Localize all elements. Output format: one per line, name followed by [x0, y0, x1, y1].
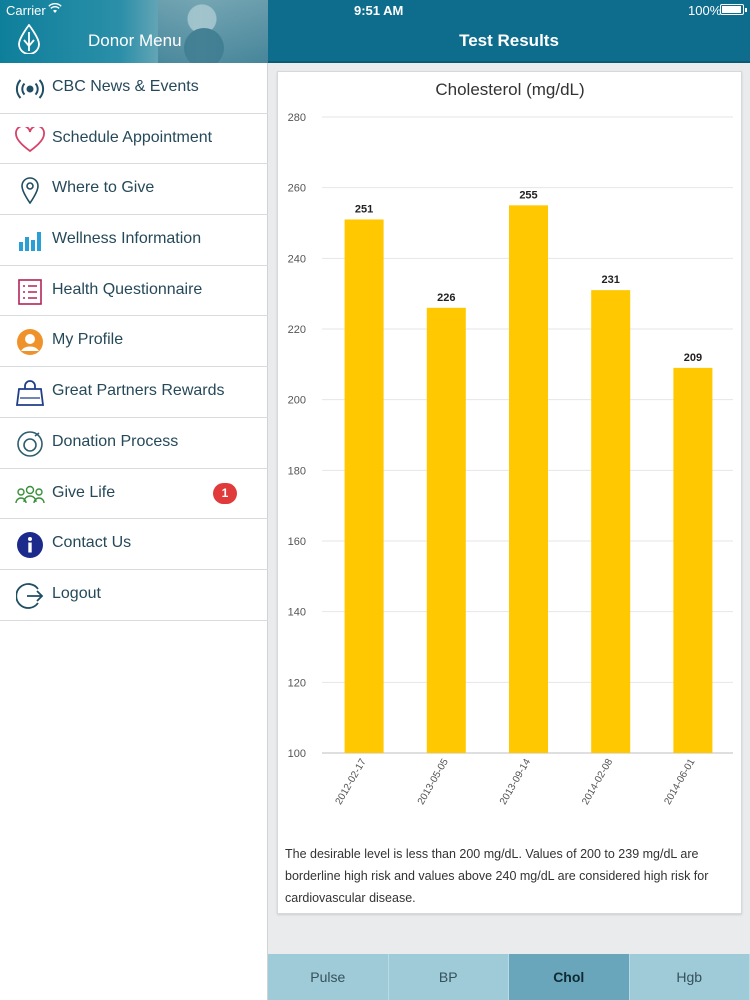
status-time: 9:51 AM [354, 3, 404, 18]
menu-item-great-partners-rewards[interactable]: Great Partners Rewards [0, 367, 268, 418]
drawer-menu: CBC News & Events Schedule Appointment W… [0, 63, 268, 621]
y-tick-label: 280 [288, 112, 306, 124]
tab-bp[interactable]: BP [389, 954, 509, 1000]
profile-icon [15, 327, 45, 357]
data-label: 255 [519, 189, 537, 201]
menu-label: Wellness Information [52, 230, 202, 248]
header-photo [158, 0, 268, 63]
bar-2014-02-08 [591, 290, 631, 753]
y-tick-label: 200 [288, 395, 306, 407]
chart-title: Cholesterol (mg/dL) [435, 80, 584, 99]
menu-label: CBC News & Events [52, 78, 199, 95]
people-group-icon [15, 480, 45, 510]
map-pin-icon [15, 175, 45, 205]
battery-icon [720, 4, 747, 15]
menu-label: Logout [52, 584, 101, 602]
drawer-header: Carrier Donor Menu [0, 0, 268, 63]
menu-label: Where to Give [52, 179, 155, 197]
menu-label: Health Questionnaire [52, 280, 203, 298]
menu-item-contact-us[interactable]: Contact Us [0, 519, 268, 570]
donor-menu-drawer: Carrier Donor Menu CBC News & Events Sch… [0, 0, 268, 1000]
y-tick-label: 140 [288, 607, 306, 619]
bar-2013-09-14 [509, 205, 548, 754]
menu-item-cbc-news[interactable]: CBC News & Events [0, 63, 268, 114]
bar-2014-06-01 [673, 367, 713, 753]
menu-label: Great Partners Rewards [52, 382, 225, 400]
main-header [268, 0, 750, 63]
tab-pulse[interactable]: Pulse [268, 954, 389, 1000]
y-tick-label: 160 [288, 536, 306, 548]
bar-chart-icon [15, 226, 45, 256]
test-type-tab-bar: Pulse BP Chol Hgb [268, 954, 750, 1000]
data-label: 251 [355, 203, 373, 215]
menu-label: Contact Us [52, 534, 132, 552]
x-tick-label: 2014-02-08 [580, 757, 615, 807]
page-title: Test Results [459, 31, 559, 50]
x-tick-label: 2013-05-05 [416, 757, 451, 807]
menu-item-logout[interactable]: Logout [0, 570, 268, 621]
data-label: 226 [437, 292, 455, 304]
data-label: 231 [602, 274, 620, 286]
chart-card: Cholesterol (mg/dL) 100 120 140 160 180 200 220… [277, 71, 742, 914]
tab-hgb[interactable]: Hgb [630, 954, 750, 1000]
x-tick-label: 2013-09-14 [498, 757, 533, 807]
menu-item-my-profile[interactable]: My Profile [0, 316, 268, 368]
bar-2013-05-05 [426, 307, 466, 753]
battery-percentage: 100% [688, 3, 722, 18]
info-icon [15, 530, 45, 560]
y-tick-label: 220 [288, 324, 306, 336]
y-tick-label: 240 [288, 253, 306, 265]
y-tick-label: 260 [288, 183, 306, 195]
drawer-title: Donor Menu [88, 31, 182, 50]
donation-process-icon [15, 429, 45, 459]
menu-label: Schedule Appointment [52, 128, 213, 146]
menu-item-where-to-give[interactable]: Where to Give [0, 164, 268, 216]
menu-item-give-life[interactable]: Give Life 1 [0, 469, 268, 520]
menu-label: Give Life [52, 483, 116, 501]
blood-drop-logo-icon [18, 24, 40, 54]
y-tick-label: 180 [288, 465, 306, 477]
menu-item-wellness-information[interactable]: Wellness Information [0, 215, 268, 266]
bar-2012-02-17 [344, 219, 384, 753]
y-tick-label: 100 [288, 748, 306, 760]
x-tick-label: 2014-06-01 [662, 757, 697, 807]
menu-label: Donation Process [52, 432, 179, 450]
x-tick-label: 2012-02-17 [334, 757, 369, 807]
notification-badge: 1 [213, 482, 237, 504]
tab-chol[interactable]: Chol [509, 954, 630, 1000]
data-label: 209 [684, 352, 702, 364]
checklist-icon [15, 277, 45, 307]
y-tick-label: 120 [288, 677, 306, 689]
carrier-label: Carrier [6, 3, 46, 18]
cholesterol-bar-chart: Cholesterol (mg/dL) 100 120 140 160 180 200 220… [288, 80, 733, 807]
menu-item-schedule-appointment[interactable]: Schedule Appointment [0, 114, 268, 165]
cholesterol-note: The desirable level is less than 200 mg/… [285, 847, 709, 905]
broadcast-icon [15, 74, 45, 104]
logout-icon [15, 581, 45, 611]
wifi-icon [48, 3, 62, 13]
menu-label: My Profile [52, 331, 124, 349]
menu-item-health-questionnaire[interactable]: Health Questionnaire [0, 266, 268, 317]
heart-outline-icon [15, 125, 45, 155]
menu-item-donation-process[interactable]: Donation Process [0, 418, 268, 469]
shopping-bag-icon [15, 378, 45, 408]
